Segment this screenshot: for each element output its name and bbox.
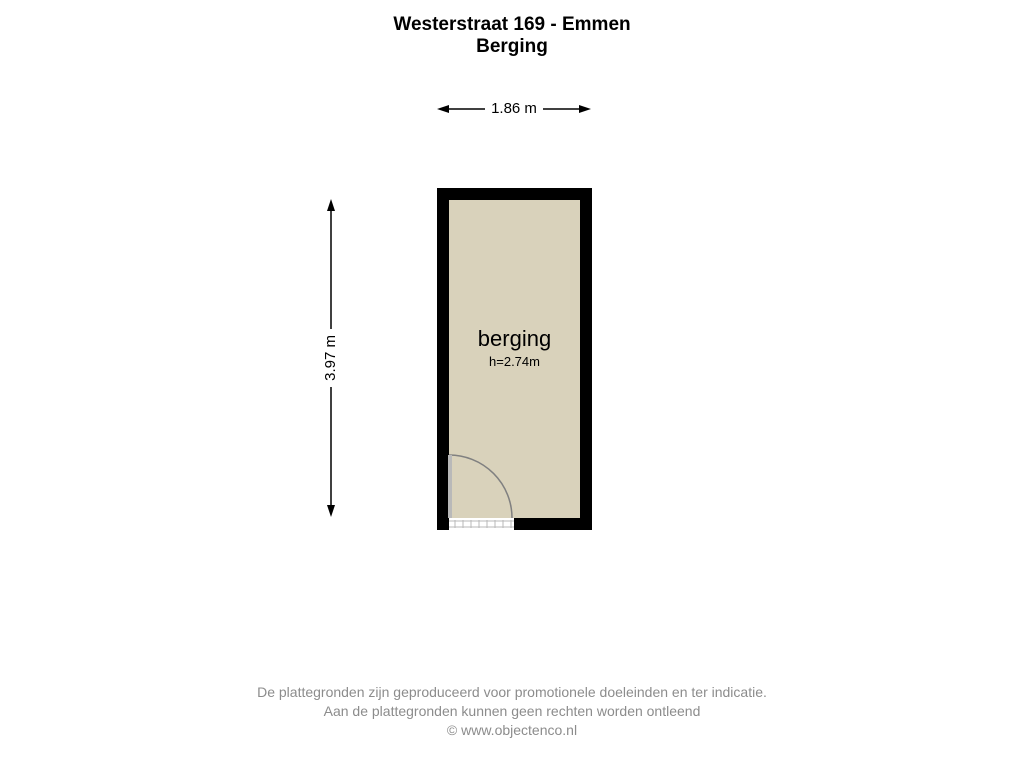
room-ceiling-height: h=2.74m: [437, 354, 592, 369]
title-line-2: Berging: [0, 36, 1024, 58]
dimension-height: 3.97 m: [322, 182, 339, 534]
floorplan-page: Westerstraat 169 - Emmen Berging 1.86 m …: [0, 0, 1024, 768]
dimension-width-label: 1.86 m: [491, 100, 537, 117]
title-block: Westerstraat 169 - Emmen Berging: [0, 14, 1024, 58]
room-berging: berging h=2.74m: [437, 188, 592, 530]
arrow-left-icon: [437, 103, 485, 115]
dimension-height-label: 3.97 m: [322, 335, 339, 381]
footer-line-2: Aan de plattegronden kunnen geen rechten…: [0, 702, 1024, 721]
title-line-1: Westerstraat 169 - Emmen: [0, 14, 1024, 36]
footer-disclaimer: De plattegronden zijn geproduceerd voor …: [0, 683, 1024, 740]
room-name: berging: [437, 326, 592, 352]
door-swing-icon: [448, 454, 518, 520]
arrow-down-icon: [325, 387, 337, 517]
footer-line-1: De plattegronden zijn geproduceerd voor …: [0, 683, 1024, 702]
footer-line-3: © www.objectenco.nl: [0, 721, 1024, 740]
room-label-block: berging h=2.74m: [437, 326, 592, 369]
arrow-up-icon: [325, 199, 337, 329]
dimension-width: 1.86 m: [418, 100, 610, 117]
arrow-right-icon: [543, 103, 591, 115]
